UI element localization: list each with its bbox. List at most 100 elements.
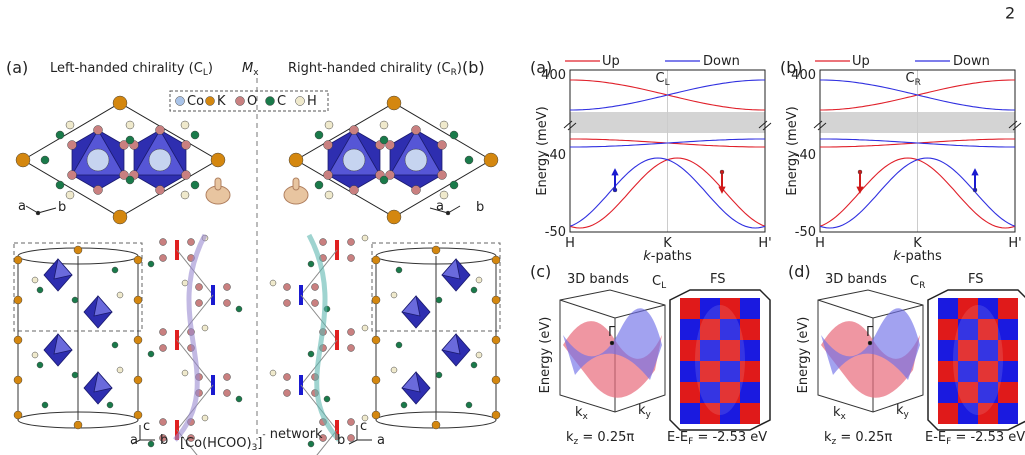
line: [1012, 122, 1022, 131]
atom: [385, 170, 395, 180]
axis-label: b: [476, 200, 484, 215]
mirror-label-part: M: [242, 61, 253, 76]
fs-patch: [978, 382, 998, 403]
energy-label-part: E-E: [667, 430, 688, 445]
axis-title: k-paths: [893, 249, 942, 264]
axis-label-part: k: [833, 405, 841, 420]
axis-label-part: a: [377, 433, 385, 448]
atom: [116, 291, 124, 299]
atom: [395, 341, 403, 349]
fs-patch: [958, 382, 978, 403]
x-tick-label-part: H: [815, 236, 825, 251]
polyhedron: [53, 258, 73, 280]
fs-patch: [700, 403, 720, 424]
chirality-title-part: ): [457, 61, 462, 76]
energy-label-part: = -2.53 eV: [951, 430, 1025, 445]
network-label-part: ]: [257, 436, 262, 451]
atom: [445, 210, 451, 216]
axis-title-part: -paths: [651, 249, 692, 264]
axis-label: c: [360, 419, 367, 434]
atom: [323, 170, 333, 180]
axis-title: Energy (meV): [785, 106, 800, 195]
atom: [155, 185, 165, 195]
atom: [283, 389, 291, 397]
atom: [395, 266, 403, 274]
atom: [719, 169, 725, 175]
band-curve: [820, 138, 1015, 148]
fs-patch: [740, 319, 760, 340]
x-tick-label-part: K: [913, 236, 922, 251]
kz-label-part: z: [574, 437, 579, 447]
fs-patch: [720, 319, 740, 340]
atom: [133, 410, 143, 420]
line: [563, 120, 573, 129]
line: [300, 249, 338, 296]
atom: [349, 185, 359, 195]
atom: [491, 375, 501, 385]
chirality-label-part: L: [665, 78, 670, 88]
axis-label-part: a: [436, 199, 444, 214]
fs-patch: [998, 403, 1018, 424]
atom: [133, 255, 143, 265]
fs-patch: [978, 340, 998, 361]
fs-patch: [700, 298, 720, 319]
fs-patch: [938, 382, 958, 403]
fs-patch: [998, 319, 1018, 340]
atom: [361, 234, 369, 242]
energy-label: E-EF = -2.53 eV: [667, 430, 767, 447]
line: [37, 207, 57, 214]
y-tick-label-part: -40: [545, 148, 566, 163]
fs-patch: [958, 298, 978, 319]
fs-patch: [720, 403, 740, 424]
line: [176, 294, 214, 341]
axis-title-part: k: [643, 249, 651, 264]
x-tick-label-part: H': [1008, 236, 1021, 251]
gamma-label: Γ: [866, 325, 874, 340]
legend-label-part: Up: [602, 54, 620, 69]
kz-label: kz = 0.25π: [566, 430, 634, 447]
atom: [205, 96, 215, 106]
panel-title: 3D bands: [567, 272, 629, 287]
axis-label: b: [160, 433, 168, 448]
atom: [470, 286, 478, 294]
legend-label-part: Up: [852, 54, 870, 69]
network-label: [Co(HCOO)3]- network: [180, 427, 323, 453]
atom: [465, 401, 473, 409]
atom: [13, 255, 23, 265]
panel-label: (c): [530, 262, 551, 281]
fs-patch: [938, 298, 958, 319]
atom: [314, 180, 324, 190]
atom: [361, 324, 369, 332]
atom: [147, 260, 155, 268]
panel-label-part: (b): [780, 58, 803, 77]
band-curve: [820, 79, 1015, 111]
y-tick-label-part: 400: [541, 68, 566, 83]
legend-label: K: [217, 94, 226, 109]
axis-label-part: k: [638, 403, 646, 418]
x-tick-label-part: H: [565, 236, 575, 251]
fs-patch: [998, 361, 1018, 382]
atom: [181, 369, 189, 377]
atom: [361, 414, 369, 422]
legend-label: O: [247, 94, 257, 109]
chirality-title-part: Right-handed chirality (C: [288, 61, 451, 76]
atom: [125, 175, 135, 185]
atom: [175, 96, 185, 106]
atom: [71, 296, 79, 304]
chirality-title-part: Left-handed chirality (C: [50, 61, 203, 76]
atom: [159, 238, 167, 246]
y-tick-label: -50: [795, 225, 816, 240]
axis-label: a: [377, 433, 385, 448]
y-tick-label: -50: [545, 225, 566, 240]
atom: [404, 148, 428, 172]
panel-title: FS: [710, 272, 726, 287]
atom: [386, 209, 402, 225]
atom: [112, 209, 128, 225]
atom: [148, 148, 172, 172]
atom: [491, 335, 501, 345]
panel-label-part: (d): [788, 262, 811, 281]
axis-title-part: Energy (eV): [538, 317, 553, 394]
chirality-label-part: L: [661, 281, 666, 291]
chirality-arrow: [173, 233, 208, 442]
